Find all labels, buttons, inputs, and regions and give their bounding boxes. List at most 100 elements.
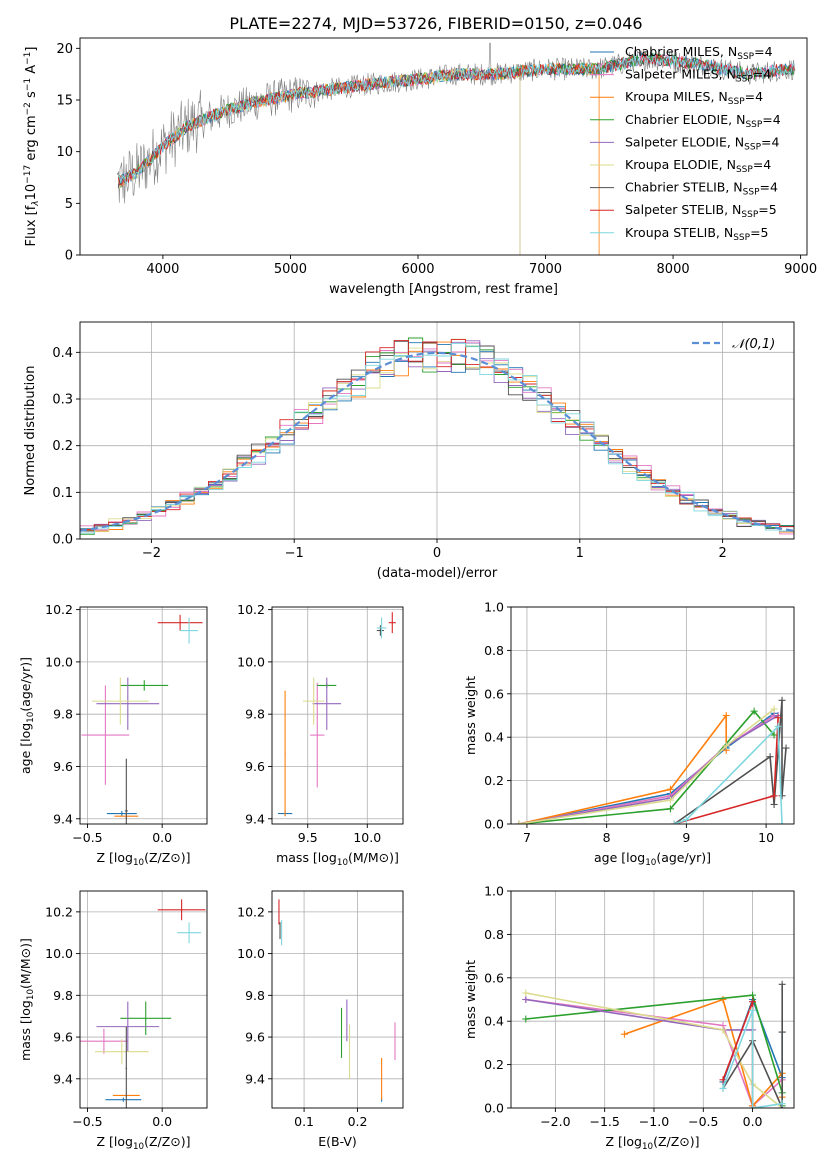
x-tick-label: 9.5: [298, 830, 318, 845]
y-tick-label: 9.6: [53, 759, 73, 774]
axes-weight_vs_Z: −2.0 −1.5 −1.0 −0.5 0.0 0.0 0.2 0.4 0.6 0.8 1.0 Z […: [463, 884, 795, 1152]
x-tick-label: 6000: [401, 262, 434, 277]
legend-label: Salpeter STELIB, NSSP=5: [625, 202, 777, 220]
gaussian-curve: [80, 351, 794, 532]
y-axis-label: age [log10(age/yr)]: [18, 657, 36, 774]
axes-frame: [79, 890, 208, 1109]
legend-label: Kroupa ELODIE, NSSP=4: [625, 157, 771, 175]
plot-area-age_vs_mass: [277, 612, 396, 817]
axes-spectrum: 4000 5000 6000 7000 8000 9000 0 5 10 15 20 waveleng…: [23, 37, 817, 297]
plot-area-weight_vs_Z: [522, 980, 786, 1108]
plot-area-weight_vs_age: [515, 696, 790, 824]
plot-area-residuals: [80, 337, 794, 539]
y-tick-label: 9.8: [245, 988, 265, 1003]
y-tick-label: 0.6: [484, 970, 504, 985]
x-tick-label: 8: [603, 830, 611, 845]
x-tick-label: 9: [682, 830, 690, 845]
legend-label: Salpeter ELODIE, NSSP=4: [625, 134, 780, 152]
x-tick-label: 0.0: [152, 1114, 172, 1129]
x-axis-label: Z [log10(Z/Z⊙)]: [96, 1134, 190, 1152]
axes-frame: [79, 606, 208, 825]
axes-residuals: −2 −1 0 1 2 0.0 0.1 0.2 0.3 0.4 (data-model)/error…: [23, 321, 795, 581]
y-tick-label: 0.2: [484, 1057, 504, 1072]
x-tick-label: −1: [285, 546, 304, 561]
x-tick-label: −2: [142, 546, 161, 561]
y-axis-label: Flux [fλ10−17 erg cm−2 s−1 A−1]: [23, 47, 41, 247]
weight-line: [722, 983, 784, 1108]
y-axis-label: Normed distribution: [23, 366, 38, 496]
y-tick-label: 10.0: [45, 946, 73, 961]
y-tick-label: 10: [56, 145, 73, 160]
y-tick-label: 10.2: [237, 904, 265, 919]
weight-line: [518, 714, 775, 824]
y-tick-label: 9.8: [245, 707, 265, 722]
y-tick-label: 0.2: [52, 439, 73, 454]
y-tick-label: 0.0: [52, 533, 73, 548]
y-tick-label: 9.6: [245, 759, 265, 774]
weight-line: [525, 992, 783, 1108]
plot-area-mass_vs_Z: [80, 899, 206, 1108]
x-axis-label: Z [log10(Z/Z⊙)]: [96, 850, 190, 868]
y-tick-label: 0.3: [52, 393, 73, 408]
histogram-step: [80, 342, 794, 539]
y-tick-label: 9.6: [53, 1030, 73, 1045]
legend-label: Chabrier MILES, NSSP=4: [625, 44, 773, 62]
legend-label: Chabrier ELODIE, NSSP=4: [625, 112, 781, 130]
spectrum-legend: Chabrier MILES, NSSP=4 Salpeter MILES, NS…: [590, 44, 781, 243]
y-tick-label: 10.0: [237, 654, 265, 669]
y-tick-label: 0.6: [484, 686, 504, 701]
x-tick-label: 7: [523, 830, 531, 845]
x-tick-label: −0.5: [72, 830, 102, 845]
legend-label: Kroupa STELIB, NSSP=5: [625, 225, 769, 243]
y-tick-label: 0.0: [484, 1101, 504, 1116]
x-tick-label: 10.0: [353, 830, 381, 845]
y-tick-label: 0.4: [52, 346, 73, 361]
axes-frame: [79, 37, 808, 256]
y-tick-label: 9.4: [53, 1071, 73, 1086]
x-tick-label: 7000: [529, 262, 562, 277]
x-tick-label: 0.0: [743, 1114, 763, 1129]
spectrum-model-line: [117, 52, 795, 186]
x-tick-label: 10: [758, 830, 774, 845]
y-tick-label: 0.4: [484, 1014, 504, 1029]
axes-mass_vs_ebv: 0.1 0.2 9.4 9.6 9.8 10.0 10.2 E(B-V): [237, 890, 404, 1149]
x-tick-label: −2.0: [540, 1114, 570, 1129]
y-tick-label: 9.4: [245, 811, 265, 826]
x-tick-label: 0.0: [152, 830, 172, 845]
legend-label: 𝒩(0,1): [732, 337, 775, 352]
y-tick-label: 9.8: [53, 988, 73, 1003]
figure-title: PLATE=2274, MJD=53726, FIBERID=0150, z=0…: [229, 14, 642, 33]
x-tick-label: 0.2: [348, 1114, 368, 1129]
plot-area-mass_vs_ebv: [278, 899, 396, 1102]
spectrum-model-line: [118, 52, 795, 185]
y-tick-label: 10.2: [45, 602, 73, 617]
axes-age_vs_Z: −0.5 0.0 9.4 9.6 9.8 10.0 10.2 Z [log10(Z/Z⊙)] a…: [18, 602, 208, 868]
x-tick-label: −0.5: [72, 1114, 102, 1129]
plot-area-spectrum: [116, 42, 796, 255]
y-tick-label: 0: [65, 249, 73, 264]
x-tick-label: 0: [433, 546, 441, 561]
legend-label: Salpeter MILES, NSSP=4: [625, 67, 771, 85]
x-tick-label: −0.5: [688, 1114, 718, 1129]
x-axis-label: E(B-V): [318, 1134, 357, 1149]
y-tick-label: 1.0: [484, 600, 504, 615]
y-tick-label: 9.8: [53, 707, 73, 722]
axes-weight_vs_age: 7 8 9 10 0.0 0.2 0.4 0.6 0.8 1.0 age [log10(age/yr…: [463, 600, 795, 868]
y-axis-label: mass weight: [463, 960, 478, 1039]
x-tick-label: 9000: [784, 262, 817, 277]
y-tick-label: 0.1: [52, 486, 73, 501]
y-tick-label: 0.4: [484, 730, 504, 745]
y-tick-label: 0.0: [484, 817, 504, 832]
y-tick-label: 9.4: [245, 1071, 265, 1086]
y-tick-label: 5: [65, 197, 73, 212]
y-tick-label: 10.0: [237, 946, 265, 961]
y-axis-label: mass [log10(M/M⊙)]: [18, 938, 36, 1061]
y-tick-label: 0.2: [484, 773, 504, 788]
axes-age_vs_mass: 9.5 10.0 9.4 9.6 9.8 10.0 10.2 mass [log10(M/M⊙…: [237, 602, 404, 868]
plots-group: 4000 5000 6000 7000 8000 900005101520waveleng…: [18, 37, 817, 1152]
axes-mass_vs_Z: −0.5 0.0 9.4 9.6 9.8 10.0 10.2 Z [log10(Z/Z⊙)] m…: [18, 890, 208, 1152]
y-tick-label: 10.2: [45, 904, 73, 919]
y-tick-label: 15: [56, 94, 73, 109]
